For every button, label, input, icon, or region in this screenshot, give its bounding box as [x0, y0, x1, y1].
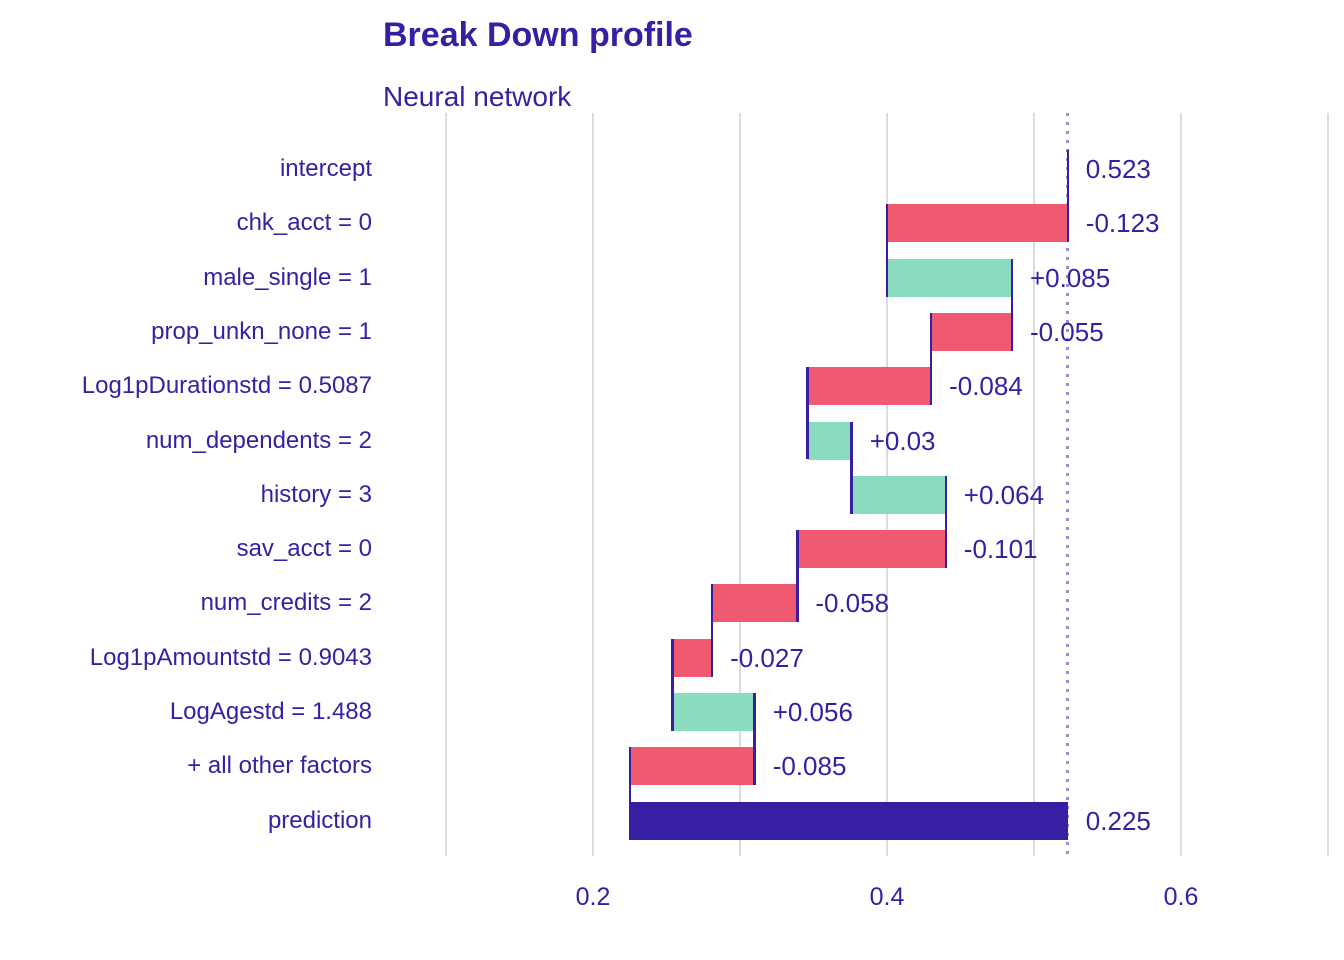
y-axis-label: num_credits = 2	[200, 589, 372, 617]
connector-line	[710, 584, 714, 677]
connector-line	[850, 421, 853, 514]
breakdown-bar	[887, 258, 1012, 297]
value-label: -0.027	[730, 642, 804, 673]
value-label: -0.101	[963, 534, 1038, 565]
value-label: -0.084	[949, 371, 1023, 402]
y-axis-label: num_dependents = 2	[145, 426, 372, 454]
value-label: -0.058	[815, 588, 890, 619]
breakdown-bar	[672, 638, 713, 677]
gridline	[592, 113, 594, 856]
chart-title: Break Down profile	[383, 16, 693, 54]
connector-line	[796, 530, 799, 623]
y-axis-label: Log1pDurationstd = 0.5087	[81, 372, 372, 400]
breakdown-bar	[797, 530, 946, 569]
value-label: +0.064	[963, 479, 1045, 510]
gridline	[739, 113, 741, 856]
y-axis-label: history = 3	[260, 480, 372, 508]
connector-line	[671, 638, 674, 731]
breakdown-bar	[931, 312, 1012, 351]
y-axis-label: male_single = 1	[203, 263, 372, 291]
breakdown-bar	[887, 204, 1068, 243]
x-axis-tick-label: 0.4	[869, 883, 905, 911]
connector-line	[806, 367, 809, 460]
breakdown-bar	[629, 801, 1068, 840]
connector-line	[929, 312, 933, 406]
value-label: -0.123	[1085, 208, 1160, 239]
breakdown-bar	[712, 584, 798, 623]
value-label: +0.085	[1029, 262, 1111, 293]
y-axis-label: LogAgestd = 1.488	[169, 698, 372, 725]
connector-line	[628, 747, 631, 840]
connector-line	[944, 475, 948, 569]
y-axis-label: prediction	[267, 806, 372, 834]
gridline	[1033, 113, 1035, 856]
x-axis-tick-label: 0.6	[1163, 883, 1199, 911]
gridline	[1180, 113, 1182, 856]
y-axis-label: Log1pAmountstd = 0.9043	[89, 643, 372, 671]
y-axis-label: sav_acct = 0	[236, 535, 372, 563]
x-axis-tick-label: 0.2	[575, 883, 611, 911]
breakdown-bar	[672, 693, 755, 731]
breakdown-bar	[807, 367, 932, 406]
chart-subtitle: Neural network	[383, 81, 572, 112]
value-label: -0.085	[772, 751, 847, 782]
breakdown-bar	[629, 747, 755, 786]
y-axis-label: intercept	[279, 155, 372, 182]
breakdown-bar	[851, 475, 946, 514]
value-label: -0.055	[1029, 316, 1104, 347]
value-label: +0.03	[869, 425, 936, 456]
value-label: 0.523	[1085, 154, 1151, 184]
connector-line	[885, 204, 889, 297]
connector-line	[1066, 150, 1070, 243]
value-label: +0.056	[772, 697, 853, 727]
y-axis-label: prop_unkn_none = 1	[151, 317, 372, 345]
connector-line	[1010, 258, 1014, 351]
y-axis-label: chk_acct = 0	[236, 209, 372, 237]
gridline	[1327, 113, 1329, 856]
baseline-dotted-line	[1066, 113, 1070, 856]
value-label: 0.225	[1085, 805, 1151, 836]
connector-line	[753, 693, 756, 786]
gridline	[445, 113, 447, 856]
y-axis-label: + all other factors	[187, 752, 372, 780]
breakdown-bar	[807, 421, 852, 460]
